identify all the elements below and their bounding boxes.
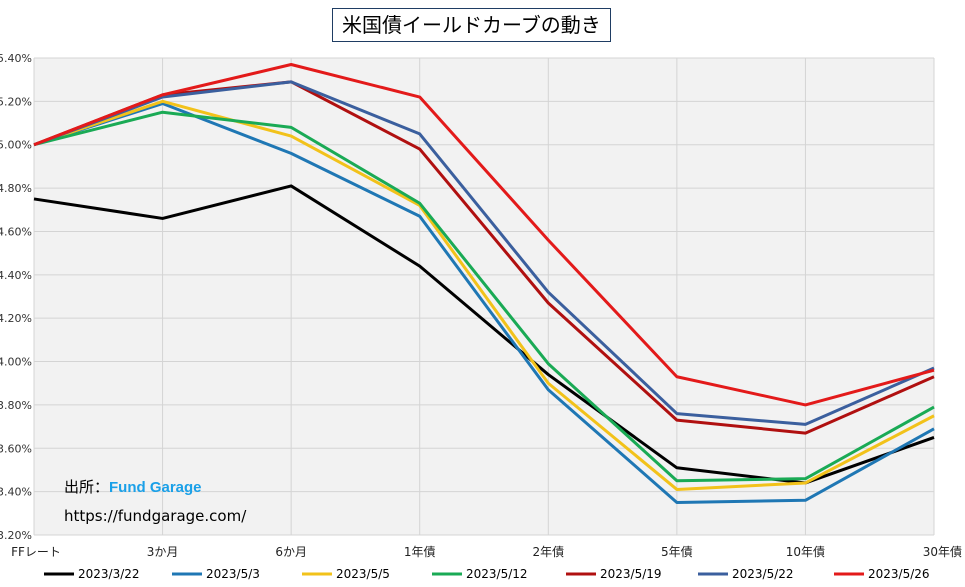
legend-label: 2023/5/5	[336, 567, 390, 581]
y-tick-label: 4.80%	[0, 182, 32, 195]
x-tick-label: 2年債	[532, 544, 564, 559]
legend-label: 2023/5/12	[466, 567, 528, 581]
x-tick-label: 30年債	[923, 544, 962, 559]
y-tick-label: 4.60%	[0, 225, 32, 238]
y-tick-label: 5.00%	[0, 139, 32, 152]
x-tick-label: FFレート	[11, 545, 61, 559]
x-tick-label: 3か月	[147, 545, 179, 559]
y-tick-label: 4.40%	[0, 269, 32, 282]
y-tick-label: 3.20%	[0, 529, 32, 542]
legend-label: 2023/5/3	[206, 567, 260, 581]
source-brand: Fund Garage	[109, 479, 202, 496]
legend-label: 2023/5/26	[868, 567, 930, 581]
x-tick-label: 10年債	[786, 544, 825, 559]
y-tick-label: 3.80%	[0, 399, 32, 412]
y-tick-label: 3.40%	[0, 486, 32, 499]
y-tick-label: 5.20%	[0, 95, 32, 108]
series-line-2023/5/19	[33, 80, 935, 435]
source-url[interactable]: https://fundgarage.com/	[64, 507, 247, 525]
source-label: 出所：	[64, 478, 110, 496]
series-line-2023/5/26	[33, 63, 935, 407]
series-line-2023/5/12	[33, 110, 935, 483]
y-tick-label: 4.20%	[0, 312, 32, 325]
legend-label: 2023/5/19	[600, 567, 662, 581]
source-note: 出所：Fund Garage https://fundgarage.com/	[64, 476, 246, 528]
source-line: 出所：Fund Garage	[64, 476, 246, 498]
y-tick-label: 4.00%	[0, 356, 32, 369]
grid	[33, 57, 935, 536]
legend-label: 2023/3/22	[78, 567, 140, 581]
legend: 2023/3/22 2023/5/3 2023/5/5 2023/5/12 2023/5…	[44, 567, 930, 581]
x-axis: FFレート 3か月 6か月 1年債 2年債 5年債 10年債 30年債	[11, 544, 962, 559]
y-axis: 3.20% 3.40% 3.60% 3.80% 4.00% 4.20% 4.40% 4.60%…	[0, 52, 32, 542]
legend-label: 2023/5/22	[732, 567, 794, 581]
x-tick-label: 1年債	[404, 544, 436, 559]
series-line-2023/5/5	[33, 99, 935, 491]
series-line-2023/5/3	[33, 102, 935, 504]
series-line-2023/5/22	[33, 80, 935, 426]
x-tick-label: 6か月	[275, 545, 307, 559]
y-tick-label: 3.60%	[0, 442, 32, 455]
series-lines	[33, 63, 935, 504]
chart-title: 米国債イールドカーブの動き	[332, 8, 611, 42]
x-tick-label: 5年債	[661, 544, 693, 559]
y-tick-label: 5.40%	[0, 52, 32, 65]
